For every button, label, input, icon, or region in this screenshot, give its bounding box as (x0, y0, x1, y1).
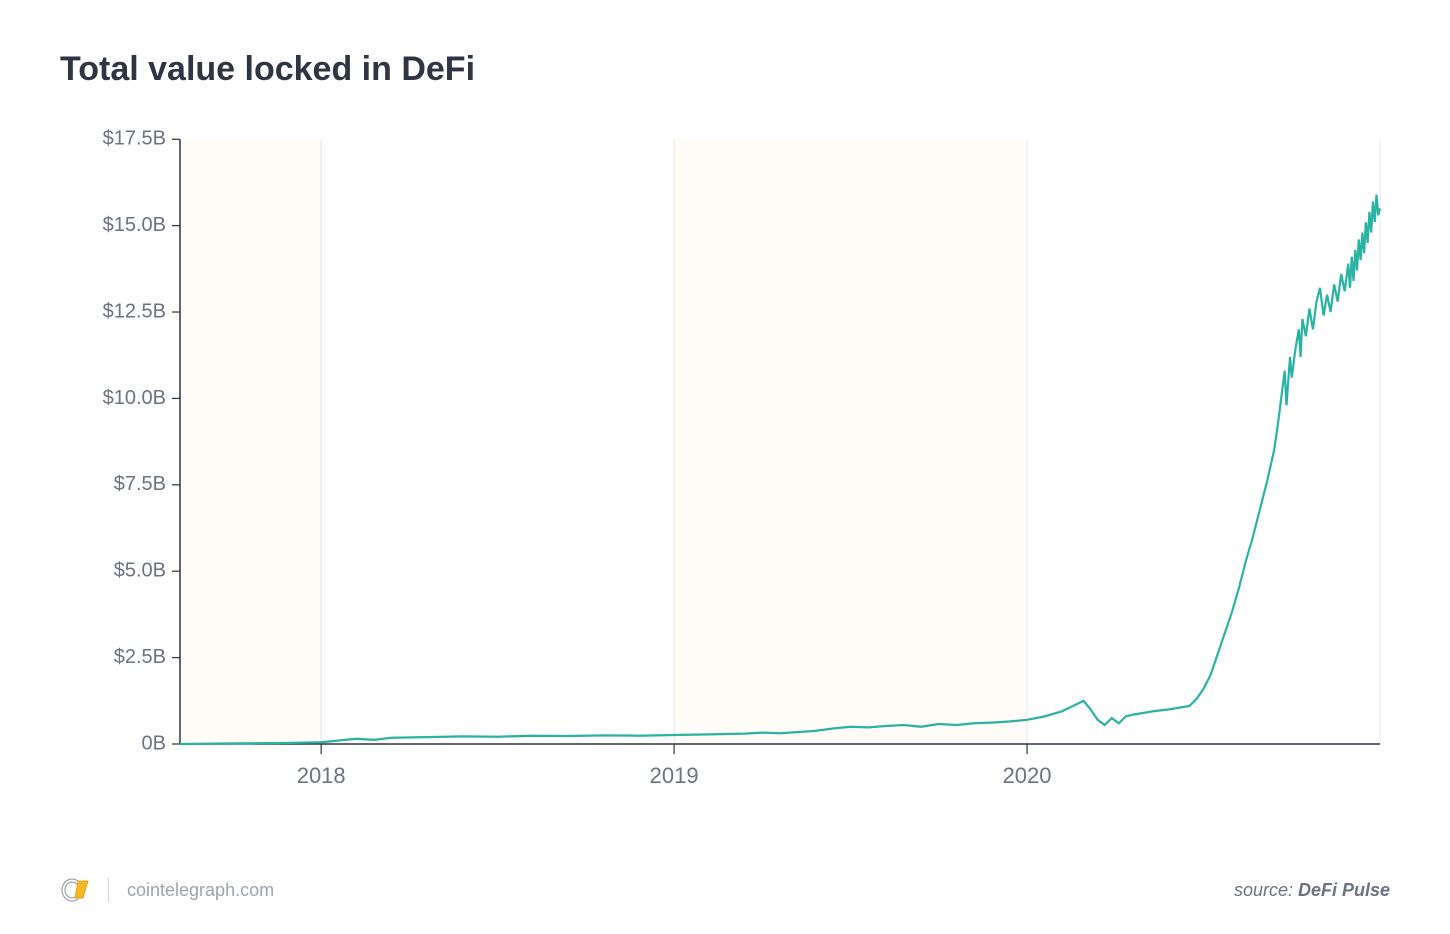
y-tick-label: $10.0B (103, 387, 166, 409)
footer: cointelegraph.com source: DeFi Pulse (60, 856, 1390, 904)
chart-container: 0B $2.5B $5.0B $7.5B $10.0B $12.5B $15.0B $17.5… (60, 129, 1390, 826)
footer-left: cointelegraph.com (60, 876, 274, 904)
x-tick-label: 2020 (1003, 763, 1052, 788)
y-tick-label: $5.0B (114, 559, 166, 581)
footer-source-prefix: source: (1234, 880, 1298, 900)
year-band (180, 139, 321, 744)
y-tick-label: $2.5B (114, 646, 166, 668)
year-band (674, 139, 1027, 744)
y-tick-label: $17.5B (103, 129, 166, 150)
footer-divider (108, 878, 109, 902)
x-tick-label: 2019 (650, 763, 699, 788)
x-tick-label: 2018 (297, 763, 346, 788)
y-tick-label: 0B (142, 732, 166, 754)
footer-source: source: DeFi Pulse (1234, 880, 1390, 901)
page-title: Total value locked in DeFi (60, 50, 1390, 89)
cointelegraph-logo-icon (60, 876, 90, 904)
chart-svg: 0B $2.5B $5.0B $7.5B $10.0B $12.5B $15.0B $17.5… (60, 129, 1390, 826)
y-tick-label: $15.0B (103, 214, 166, 236)
y-tick-label: $7.5B (114, 473, 166, 495)
footer-site: cointelegraph.com (127, 880, 274, 901)
y-tick-label: $12.5B (103, 300, 166, 322)
footer-source-name: DeFi Pulse (1298, 880, 1390, 900)
